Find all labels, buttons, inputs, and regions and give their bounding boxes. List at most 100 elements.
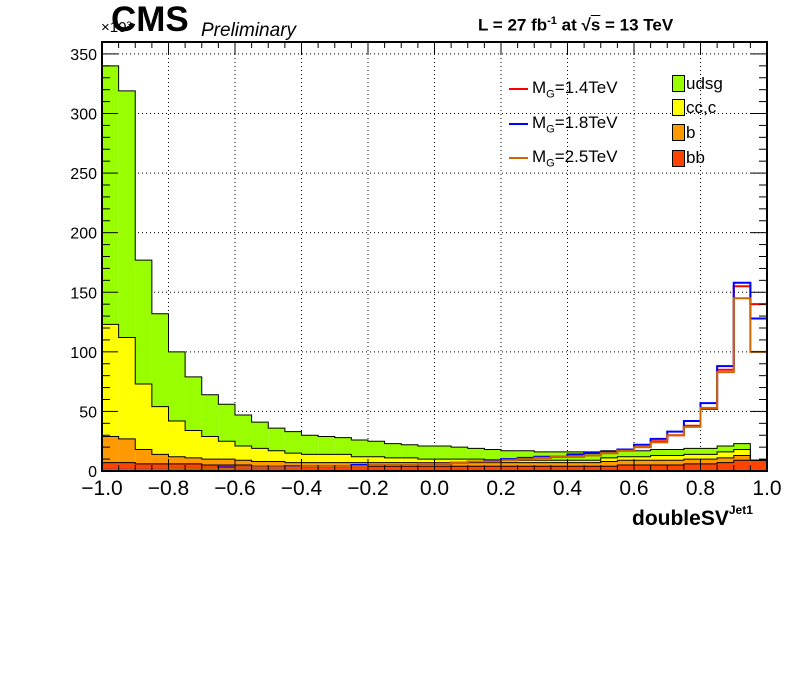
bar-bb (384, 466, 402, 471)
bar-udsg (384, 443, 402, 458)
bar-cc-c (600, 457, 618, 462)
bar-udsg (218, 404, 235, 442)
legend-swatch-b (672, 124, 685, 141)
bar-cc-c (135, 384, 152, 450)
bar-b (334, 462, 352, 467)
x-tick-label: 0.6 (619, 477, 648, 500)
bar-b (650, 460, 668, 466)
bar-cc-c (251, 448, 269, 462)
legend-label-rest: =2.5TeV (554, 147, 618, 166)
bar-b (600, 461, 618, 467)
bar-udsg (168, 351, 186, 421)
energy: = 13 TeV (600, 15, 674, 35)
bar-bb (700, 463, 718, 471)
bar-bb (434, 466, 452, 471)
x-tick-label: −0.6 (214, 477, 255, 500)
bar-b (135, 449, 152, 464)
bar-cc-c (650, 455, 668, 461)
bar-b (201, 459, 219, 466)
bar-cc-c (517, 460, 535, 463)
bar-bb (517, 466, 535, 471)
legend-label-main: M (532, 78, 547, 97)
bar-b (584, 462, 601, 467)
bar-cc-c (584, 460, 601, 463)
bar-bb (268, 466, 285, 471)
bar-cc-c (733, 449, 751, 456)
legend-label-cc: cc,c (686, 98, 717, 117)
legend-label-sub: G (546, 157, 555, 170)
stack-outline-cc-c (101, 323, 768, 471)
bar-bb (567, 466, 585, 471)
bar-bb (617, 465, 634, 471)
legend-swatch-signal-1 (509, 88, 528, 90)
bar-udsg (284, 431, 302, 454)
bar-bb (467, 466, 485, 471)
bar-udsg (102, 65, 119, 325)
stack-outline-bb (101, 459, 768, 471)
bar-bb (301, 466, 319, 471)
bar-udsg (434, 445, 452, 460)
bar-b (301, 462, 319, 467)
bar-b (151, 454, 169, 464)
legend-swatch-udsg (672, 75, 685, 92)
bar-b (318, 462, 335, 467)
bar-b (185, 457, 202, 464)
bar-cc-c (102, 324, 119, 437)
bar-cc-c (700, 454, 718, 460)
legend-label-signal-2: MG=1.8TeV (532, 113, 618, 135)
bar-cc-c (451, 459, 468, 463)
lumi-mid: at (556, 15, 582, 35)
bar-udsg (733, 443, 751, 450)
bar-cc-c (634, 456, 651, 461)
bar-bb (484, 466, 501, 471)
lumi-exp: -1 (547, 15, 557, 27)
bar-udsg (501, 450, 518, 461)
bar-b (102, 436, 119, 463)
bar-bb (683, 463, 701, 471)
legend-label-rest: =1.8TeV (554, 113, 618, 132)
bar-bb (151, 463, 169, 471)
bar-cc-c (201, 436, 219, 460)
bar-cc-c (384, 457, 402, 463)
experiment-label: CMS (111, 0, 189, 39)
x-tick-label: 0.8 (686, 477, 715, 500)
x-tick-label: 0.0 (420, 477, 449, 500)
bar-b (235, 460, 252, 466)
y-tick-label: 350 (70, 47, 97, 64)
bar-udsg (617, 450, 634, 457)
bar-cc-c (667, 455, 684, 461)
y-tick-label: 300 (70, 107, 97, 124)
bar-b (733, 455, 751, 461)
bar-cc-c (168, 420, 186, 457)
bar-cc-c (334, 454, 352, 463)
axes (101, 41, 768, 472)
legend-label-sub: G (546, 123, 555, 136)
bar-udsg (351, 440, 368, 457)
bar-udsg (201, 394, 219, 437)
bar-bb (401, 466, 418, 471)
bar-b (700, 459, 718, 464)
bar-cc-c (368, 456, 385, 463)
bar-bb (334, 466, 352, 471)
bar-b (168, 456, 186, 464)
bar-udsg (451, 447, 468, 460)
bar-udsg (600, 450, 618, 458)
bar-b (501, 462, 518, 467)
legend-label-main: M (532, 113, 547, 132)
legend-swatch-cc (672, 99, 685, 116)
bar-b (218, 459, 235, 466)
sqrt-arg: s (590, 15, 601, 35)
bar-b (268, 461, 285, 467)
bar-bb (118, 462, 136, 471)
bar-b (517, 462, 535, 467)
legend-label-main: M (532, 147, 547, 166)
x-tick-label: 0.4 (553, 477, 583, 500)
legend-swatch-signal-3 (509, 157, 528, 159)
y-tick-label: 250 (70, 166, 97, 183)
x-axis-title: doubleSVJet1 (632, 503, 753, 531)
bar-bb (600, 466, 618, 471)
bar-bb (550, 466, 568, 471)
bar-bb (501, 466, 518, 471)
bar-udsg (301, 435, 319, 455)
